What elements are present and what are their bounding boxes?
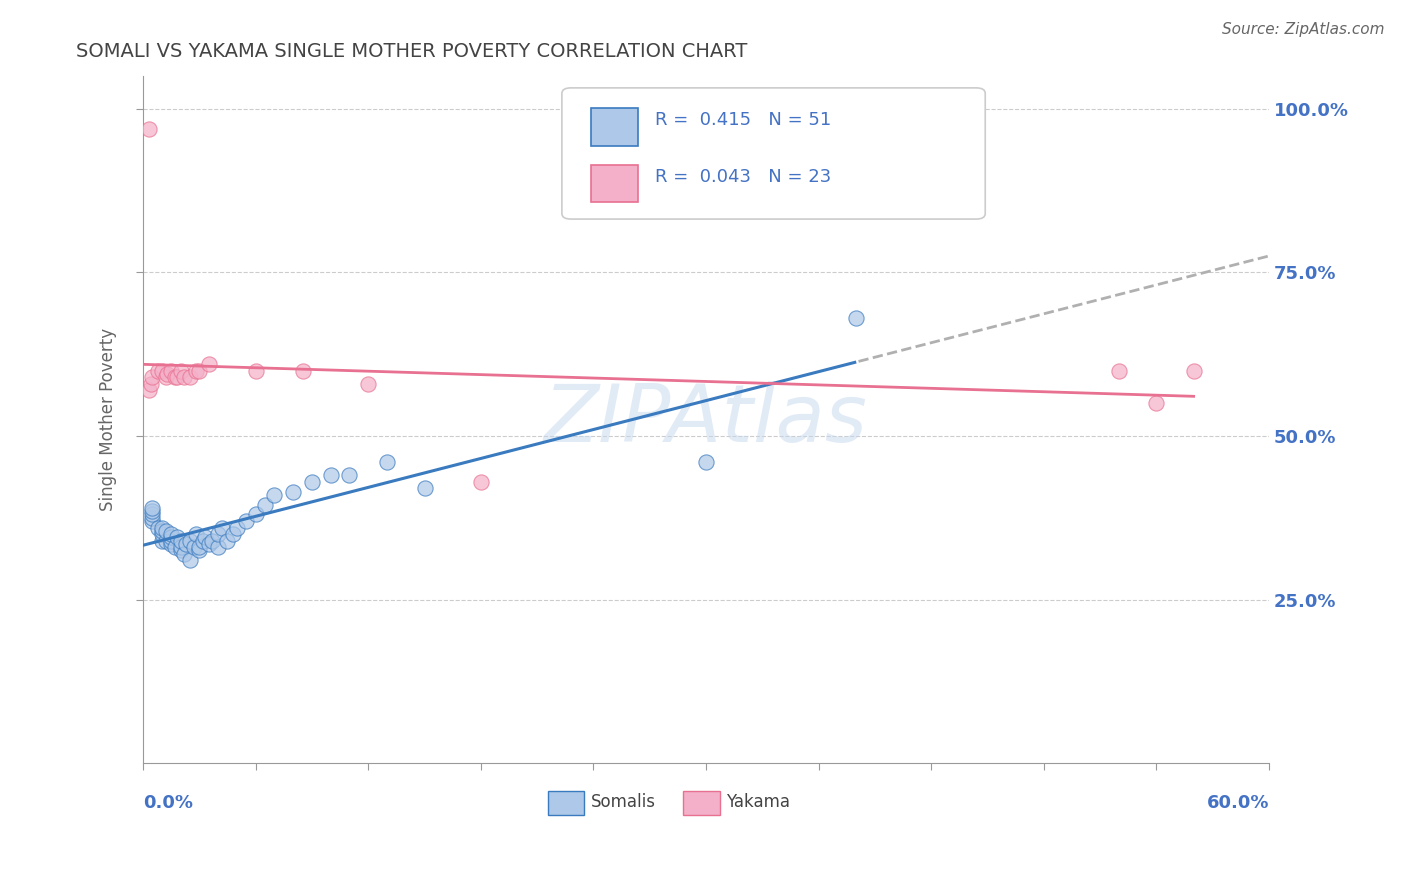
Point <box>201 533 224 548</box>
Point <box>357 376 380 391</box>
Point <box>291 363 314 377</box>
Point <box>141 504 163 518</box>
Point <box>183 540 205 554</box>
Point <box>1144 396 1167 410</box>
Point <box>188 543 211 558</box>
Point <box>283 484 305 499</box>
Text: SOMALI VS YAKAMA SINGLE MOTHER POVERTY CORRELATION CHART: SOMALI VS YAKAMA SINGLE MOTHER POVERTY C… <box>76 42 747 61</box>
Point <box>150 533 173 548</box>
Point <box>845 311 868 326</box>
Point <box>166 370 188 384</box>
Point <box>173 547 195 561</box>
Text: Source: ZipAtlas.com: Source: ZipAtlas.com <box>1222 22 1385 37</box>
Point <box>207 527 229 541</box>
Point <box>179 370 201 384</box>
Point <box>150 527 173 541</box>
Point <box>156 367 179 381</box>
Point <box>217 533 239 548</box>
Point <box>141 514 163 528</box>
Point <box>225 520 247 534</box>
Point <box>339 468 361 483</box>
Point <box>163 540 186 554</box>
Point <box>150 520 173 534</box>
Point <box>413 481 436 495</box>
Point <box>169 533 191 548</box>
Point <box>188 363 211 377</box>
Point <box>169 540 191 554</box>
Bar <box>591 165 638 202</box>
Text: Yakama: Yakama <box>727 793 790 811</box>
Point <box>163 370 186 384</box>
Text: Somalis: Somalis <box>591 793 657 811</box>
Point <box>263 488 285 502</box>
Bar <box>548 790 585 814</box>
Point <box>150 363 173 377</box>
Point <box>155 533 177 548</box>
Point <box>179 533 201 548</box>
Text: 0.0%: 0.0% <box>143 794 193 812</box>
Point <box>375 455 398 469</box>
Point <box>301 475 323 489</box>
Point <box>188 540 211 554</box>
FancyBboxPatch shape <box>562 88 986 219</box>
Point <box>146 363 169 377</box>
Text: 60.0%: 60.0% <box>1206 794 1270 812</box>
Point <box>207 540 229 554</box>
Point <box>141 508 163 522</box>
Point <box>160 530 183 544</box>
Point <box>470 475 492 489</box>
Point <box>141 370 163 384</box>
Point <box>155 370 177 384</box>
Y-axis label: Single Mother Poverty: Single Mother Poverty <box>100 328 117 511</box>
Point <box>184 363 207 377</box>
Point <box>155 524 177 538</box>
Point <box>222 527 245 541</box>
Text: R =  0.043   N = 23: R = 0.043 N = 23 <box>655 168 831 186</box>
Bar <box>683 790 720 814</box>
Point <box>253 498 276 512</box>
Point <box>695 455 717 469</box>
Point <box>184 527 207 541</box>
Point <box>1108 363 1130 377</box>
Point <box>160 363 183 377</box>
Point <box>138 383 160 397</box>
Point <box>179 553 201 567</box>
Point <box>191 533 214 548</box>
Point <box>1182 363 1205 377</box>
Point <box>169 363 191 377</box>
Point <box>160 537 183 551</box>
Point <box>160 533 183 548</box>
Point <box>197 357 219 371</box>
Point <box>166 530 188 544</box>
Point <box>173 370 195 384</box>
Point <box>211 520 233 534</box>
Point <box>174 537 197 551</box>
Point <box>141 510 163 524</box>
Point <box>319 468 342 483</box>
Text: ZIPAtlas: ZIPAtlas <box>544 381 868 458</box>
Point <box>245 363 267 377</box>
Point <box>141 500 163 515</box>
Point <box>245 508 267 522</box>
Point <box>169 543 191 558</box>
Point <box>235 514 257 528</box>
Point <box>160 527 183 541</box>
Text: R =  0.415   N = 51: R = 0.415 N = 51 <box>655 112 831 129</box>
Point <box>146 520 169 534</box>
Point <box>197 537 219 551</box>
Point <box>194 530 217 544</box>
Bar <box>591 108 638 146</box>
Point <box>138 121 160 136</box>
Point <box>139 376 162 391</box>
Point <box>150 524 173 538</box>
